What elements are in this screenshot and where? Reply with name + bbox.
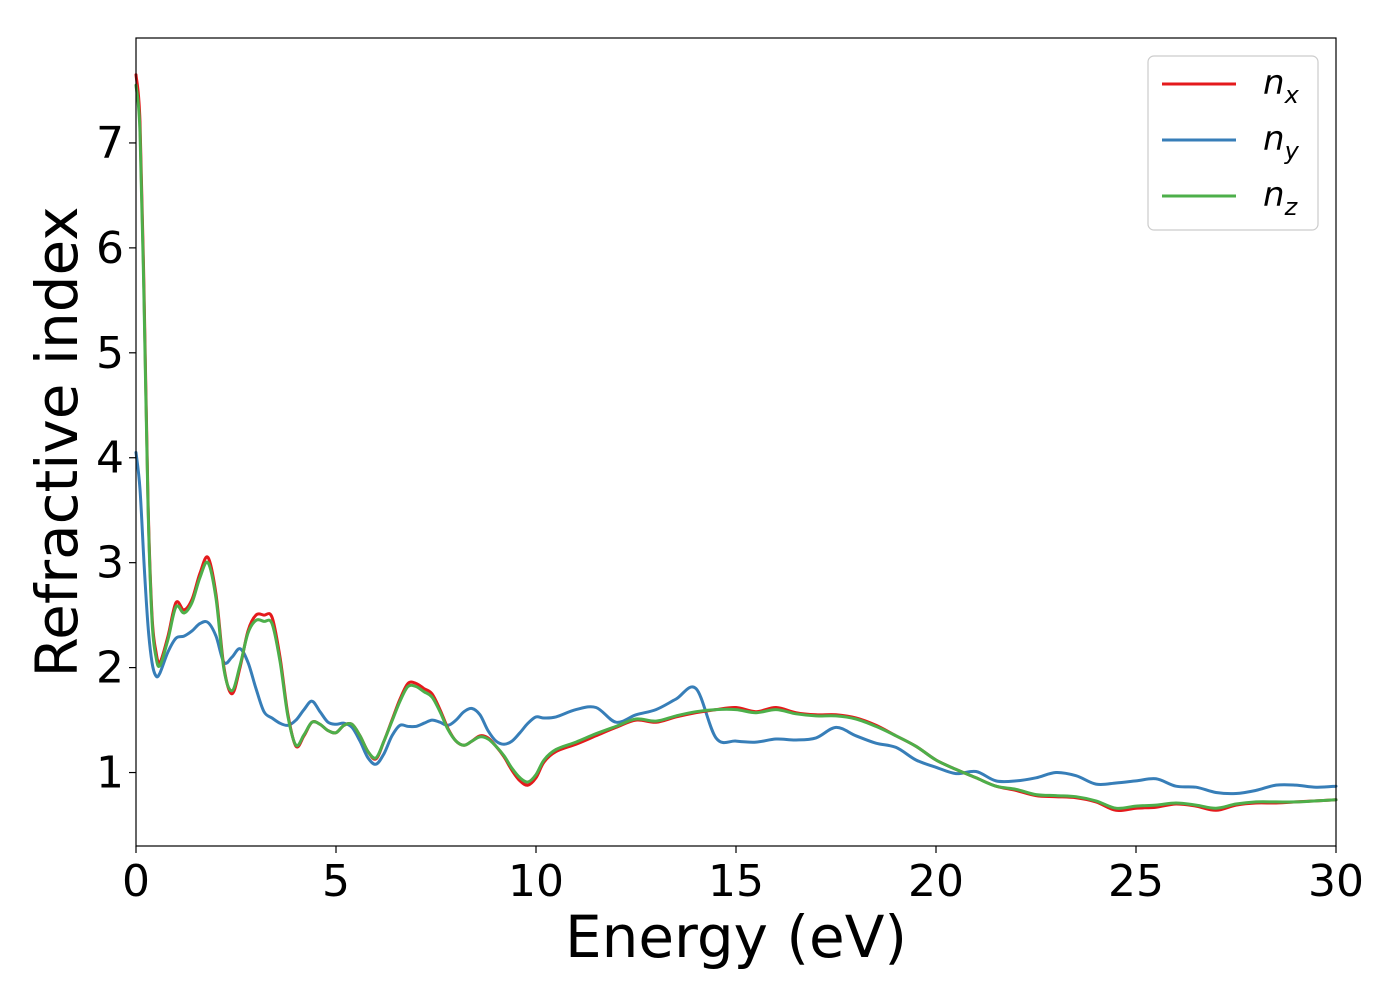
y-tick-label: 2	[96, 643, 124, 694]
legend-label-base: n	[1263, 175, 1285, 215]
y-axis-label: Refractive index	[23, 206, 91, 677]
y-tick-label: 1	[96, 748, 124, 799]
legend-label-base: n	[1263, 63, 1285, 103]
x-tick-label: 30	[1308, 856, 1364, 907]
x-tick-label: 20	[908, 856, 964, 907]
x-tick-label: 5	[322, 856, 350, 907]
series-lines	[134, 73, 1338, 813]
legend-label-subscript: x	[1284, 81, 1300, 109]
x-tick-label: 10	[508, 856, 564, 907]
legend-label-base: n	[1263, 119, 1285, 159]
y-tick-label: 3	[96, 538, 124, 589]
y-tick-label: 6	[96, 223, 124, 274]
y-tick-label: 7	[96, 118, 124, 169]
y-axis-ticks: 1 2 3 4 5 6 7	[96, 118, 136, 799]
legend-label-x: nx	[1263, 63, 1300, 109]
y-tick-label: 4	[96, 433, 124, 484]
x-tick-label: 0	[122, 856, 150, 907]
series-line-y	[134, 451, 1338, 796]
x-tick-label: 15	[708, 856, 764, 907]
x-axis-ticks: 0 5 10 15 20 25 30	[122, 846, 1364, 907]
series-line-z	[134, 83, 1338, 810]
legend-label-z: nz	[1263, 175, 1299, 221]
legend-label-subscript: y	[1284, 137, 1300, 165]
x-axis-label: Energy (eV)	[565, 903, 907, 971]
x-tick-label: 25	[1108, 856, 1164, 907]
legend-box	[1147, 55, 1319, 231]
legend-label-subscript: z	[1284, 193, 1299, 221]
legend-label-y: ny	[1263, 119, 1300, 165]
y-tick-label: 5	[96, 328, 124, 379]
